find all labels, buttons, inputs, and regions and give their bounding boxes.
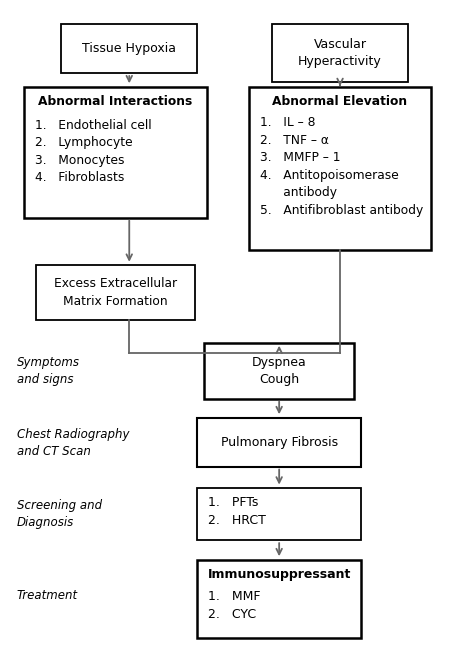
Bar	[36, 265, 195, 321]
Bar	[197, 488, 361, 540]
Bar	[249, 87, 431, 250]
Text: Pulmonary Fibrosis: Pulmonary Fibrosis	[220, 436, 337, 449]
Text: Chest Radiography
and CT Scan: Chest Radiography and CT Scan	[17, 428, 129, 457]
Text: Dyspnea
Cough: Dyspnea Cough	[252, 355, 307, 386]
Bar	[197, 418, 361, 467]
Text: Abnormal Elevation: Abnormal Elevation	[273, 95, 408, 108]
Text: Tissue Hypoxia: Tissue Hypoxia	[82, 42, 176, 55]
Text: 1.   PFTs
2.   HRCT: 1. PFTs 2. HRCT	[209, 496, 266, 528]
Text: Abnormal Interactions: Abnormal Interactions	[38, 95, 192, 108]
Text: Symptoms
and signs: Symptoms and signs	[17, 356, 80, 386]
Text: Screening and
Diagnosis: Screening and Diagnosis	[17, 499, 102, 529]
Text: 1.   MMF
2.   CYC: 1. MMF 2. CYC	[209, 590, 261, 621]
Text: Immunosuppressant: Immunosuppressant	[208, 568, 351, 581]
Bar	[197, 560, 361, 638]
Text: Excess Extracellular
Matrix Formation: Excess Extracellular Matrix Formation	[54, 277, 177, 308]
Text: 1.   Endothelial cell
2.   Lymphocyte
3.   Monocytes
4.   Fibroblasts: 1. Endothelial cell 2. Lymphocyte 3. Mon…	[35, 119, 152, 184]
Text: Vascular
Hyperactivity: Vascular Hyperactivity	[298, 37, 382, 68]
Text: 1.   IL – 8
2.   TNF – α
3.   MMFP – 1
4.   Antitopoisomerase
      antibody
5. : 1. IL – 8 2. TNF – α 3. MMFP – 1 4. Anti…	[260, 116, 423, 217]
Bar	[272, 24, 408, 82]
Text: Treatment: Treatment	[17, 589, 78, 602]
Bar	[204, 343, 354, 399]
Bar	[24, 87, 207, 217]
Bar	[61, 24, 197, 73]
